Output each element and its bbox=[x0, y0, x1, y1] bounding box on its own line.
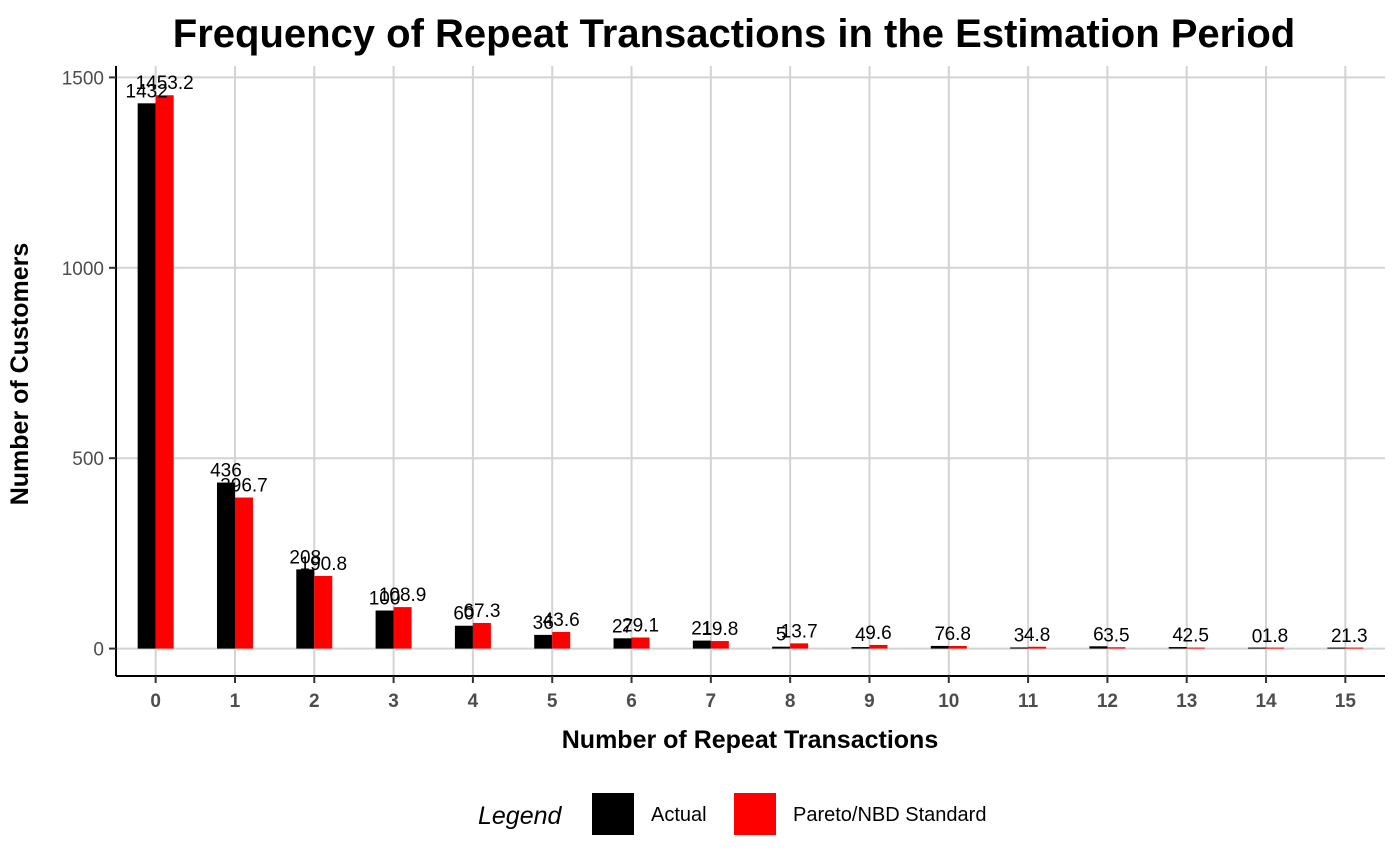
bar-pareto-1 bbox=[234, 497, 253, 649]
x-tick-label: 13 bbox=[1176, 691, 1197, 712]
bar-pareto-13 bbox=[1186, 647, 1205, 649]
bars bbox=[137, 95, 1364, 649]
x-tick-label: 9 bbox=[864, 691, 875, 712]
x-tick-label: 3 bbox=[388, 691, 399, 712]
x-tick-label: 1 bbox=[230, 691, 241, 712]
bar-actual-13 bbox=[1168, 647, 1187, 649]
bar-pareto-9 bbox=[869, 644, 888, 649]
bar-actual-12 bbox=[1089, 646, 1108, 649]
bar-pareto-14 bbox=[1266, 647, 1285, 649]
bar-pareto-0 bbox=[155, 95, 174, 649]
bar-actual-10 bbox=[930, 645, 949, 649]
legend-label-pareto: Pareto/NBD Standard bbox=[793, 804, 986, 826]
bar-actual-2 bbox=[296, 569, 315, 649]
data-label-pareto-3: 108.9 bbox=[379, 585, 427, 606]
bar-pareto-6 bbox=[631, 637, 650, 649]
data-label-pareto-1: 396.7 bbox=[220, 476, 268, 497]
data-label-pareto-10: 6.8 bbox=[945, 624, 971, 645]
x-tick-label: 7 bbox=[706, 691, 717, 712]
x-tick-label: 5 bbox=[547, 691, 558, 712]
data-label-pareto-7: 19.8 bbox=[701, 619, 738, 640]
bar-pareto-11 bbox=[1028, 646, 1047, 649]
data-label-actual-8: 5 bbox=[776, 625, 787, 646]
data-label-pareto-0: 1453.2 bbox=[136, 73, 194, 94]
bar-pareto-7 bbox=[710, 641, 729, 649]
x-tick-label: 12 bbox=[1097, 691, 1118, 712]
data-label-actual-7: 21 bbox=[691, 619, 712, 640]
x-tick-label: 15 bbox=[1335, 691, 1357, 712]
data-label-pareto-2: 190.8 bbox=[300, 554, 348, 575]
grid-lines bbox=[116, 66, 1385, 676]
data-label-actual-3: 100 bbox=[369, 589, 401, 610]
data-label-pareto-4: 67.3 bbox=[463, 601, 500, 622]
data-label-actual-10: 7 bbox=[934, 624, 945, 645]
data-label-pareto-6: 29.1 bbox=[622, 616, 659, 637]
chart-title: Frequency of Repeat Transactions in the … bbox=[173, 12, 1295, 56]
bar-actual-14 bbox=[1248, 647, 1267, 649]
data-label-actual-6: 27 bbox=[612, 616, 633, 637]
data-label-pareto-11: 4.8 bbox=[1024, 625, 1050, 646]
data-label-actual-0: 1432 bbox=[126, 81, 168, 102]
x-tick-label: 4 bbox=[468, 691, 479, 712]
bar-pareto-12 bbox=[1107, 647, 1126, 649]
x-tick-label: 2 bbox=[309, 691, 320, 712]
data-label-actual-15: 2 bbox=[1331, 626, 1342, 647]
data-label-pareto-14: 1.8 bbox=[1262, 626, 1288, 647]
data-label-pareto-15: 1.3 bbox=[1341, 626, 1367, 647]
bar-actual-11 bbox=[1010, 647, 1029, 649]
bar-pareto-8 bbox=[790, 643, 809, 649]
legend-swatch-pareto bbox=[734, 793, 776, 835]
data-label-actual-9: 4 bbox=[855, 625, 866, 646]
data-label-pareto-12: 3.5 bbox=[1103, 625, 1129, 646]
data-label-actual-12: 6 bbox=[1093, 624, 1104, 645]
data-label-actual-2: 208 bbox=[289, 547, 321, 568]
data-label-pareto-13: 2.5 bbox=[1183, 626, 1209, 647]
x-tick-label: 8 bbox=[785, 691, 796, 712]
bar-actual-15 bbox=[1327, 647, 1346, 649]
bar-actual-9 bbox=[851, 647, 870, 649]
bar-actual-0 bbox=[137, 103, 156, 649]
y-tick-label: 1000 bbox=[62, 259, 104, 280]
y-tick-label: 0 bbox=[93, 640, 104, 661]
data-label-pareto-5: 43.6 bbox=[543, 610, 580, 631]
bar-pareto-15 bbox=[1345, 647, 1364, 649]
bar-pareto-5 bbox=[552, 631, 571, 649]
bar-actual-8 bbox=[772, 646, 791, 649]
bar-pareto-2 bbox=[314, 575, 333, 649]
y-axis-title: Number of Customers bbox=[6, 243, 34, 506]
bar-actual-5 bbox=[534, 634, 553, 649]
data-label-pareto-9: 9.6 bbox=[865, 623, 891, 644]
bar-actual-6 bbox=[613, 638, 632, 649]
data-label-actual-11: 3 bbox=[1014, 625, 1025, 646]
x-tick-label: 0 bbox=[150, 691, 161, 712]
data-label-actual-4: 60 bbox=[453, 604, 474, 625]
y-tick-label: 500 bbox=[72, 449, 104, 470]
data-label-pareto-8: 13.7 bbox=[781, 621, 818, 642]
data-label-actual-13: 4 bbox=[1172, 625, 1183, 646]
bar-actual-4 bbox=[454, 625, 473, 649]
x-tick-label: 6 bbox=[626, 691, 637, 712]
legend-label-actual: Actual bbox=[651, 804, 707, 826]
bar-actual-1 bbox=[216, 482, 235, 649]
data-label-actual-5: 36 bbox=[533, 613, 554, 634]
bar-actual-7 bbox=[692, 640, 711, 649]
legend: Legend Actual Pareto/NBD Standard bbox=[478, 793, 986, 835]
x-axis-title: Number of Repeat Transactions bbox=[562, 726, 938, 754]
data-label-actual-14: 0 bbox=[1252, 627, 1263, 648]
bar-pareto-3 bbox=[393, 607, 412, 649]
y-tick-label: 1500 bbox=[62, 68, 104, 89]
legend-title: Legend bbox=[478, 802, 563, 830]
bar-pareto-10 bbox=[948, 645, 967, 649]
data-label-actual-1: 436 bbox=[210, 461, 242, 482]
x-tick-label: 11 bbox=[1018, 691, 1039, 712]
bar-pareto-4 bbox=[472, 622, 491, 649]
legend-swatch-actual bbox=[592, 793, 634, 835]
bar-actual-3 bbox=[375, 610, 394, 649]
x-tick-label: 10 bbox=[938, 691, 959, 712]
x-tick-label: 14 bbox=[1255, 691, 1277, 712]
